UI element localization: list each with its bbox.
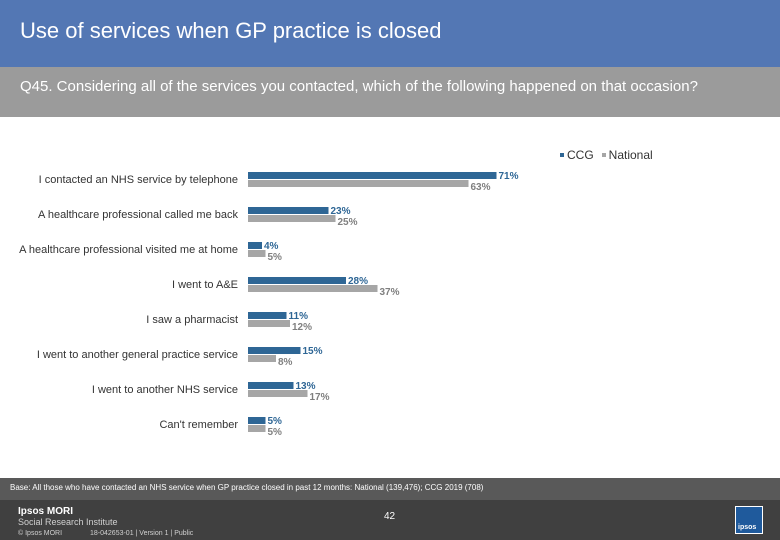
legend-label-national: National (608, 148, 653, 162)
data-label-national: 37% (380, 287, 400, 298)
footer-logo-name: Ipsos MORI (18, 506, 74, 517)
data-label-national: 25% (338, 217, 358, 228)
base-note-bar: Base: All those who have contacted an NH… (0, 478, 780, 500)
data-label-ccg: 15% (303, 346, 323, 357)
bar-ccg (248, 382, 294, 389)
bar-national (248, 390, 308, 397)
bar-national (248, 215, 336, 222)
data-label-ccg: 5% (268, 416, 283, 427)
chart-legend: CCG National (560, 148, 653, 162)
bar-national (248, 320, 290, 327)
ipsos-logo: ipsos (735, 506, 763, 534)
footer-copyright: © Ipsos MORI (18, 530, 63, 537)
data-label-national: 17% (310, 392, 330, 403)
legend-swatch-ccg (560, 153, 564, 157)
data-label-ccg: 13% (296, 381, 316, 392)
legend-item-national: National (601, 148, 653, 162)
question-text: Q45. Considering all of the services you… (20, 78, 698, 95)
category-label: A healthcare professional called me back (38, 209, 238, 221)
ipsos-logo-text: ipsos (738, 524, 757, 531)
data-label-national: 63% (471, 182, 491, 193)
category-label: I went to another general practice servi… (37, 349, 238, 361)
bar-ccg (248, 172, 497, 179)
page-title: Use of services when GP practice is clos… (20, 18, 442, 43)
bar-ccg (248, 417, 266, 424)
data-label-ccg: 71% (499, 171, 519, 182)
data-label-ccg: 28% (348, 276, 368, 287)
legend-item-ccg: CCG (560, 148, 594, 162)
bar-ccg (248, 242, 262, 249)
title-bar: Use of services when GP practice is clos… (0, 0, 780, 67)
footer-logo-subtitle: Social Research Institute (18, 517, 118, 527)
data-label-national: 8% (278, 357, 293, 368)
data-label-national: 5% (268, 427, 283, 438)
bar-national (248, 355, 276, 362)
page-number: 42 (384, 511, 396, 522)
footer-job-number: 18-042653-01 | Version 1 | Public (90, 530, 194, 537)
category-label: A healthcare professional visited me at … (19, 244, 238, 256)
data-label-ccg: 11% (289, 311, 309, 322)
category-label: I went to another NHS service (92, 384, 238, 396)
data-label-ccg: 4% (264, 241, 279, 252)
bar-ccg (248, 207, 329, 214)
bar-national (248, 250, 266, 257)
legend-label-ccg: CCG (567, 148, 594, 162)
data-label-national: 12% (292, 322, 312, 333)
base-note: Base: All those who have contacted an NH… (10, 483, 484, 492)
bar-national (248, 180, 469, 187)
legend-swatch-national (601, 153, 606, 157)
category-label: I saw a pharmacist (146, 314, 238, 326)
category-label: I contacted an NHS service by telephone (39, 174, 238, 186)
bar-ccg (248, 277, 346, 284)
data-label-national: 5% (268, 252, 283, 263)
bar-chart: I contacted an NHS service by telephone 7… (19, 171, 519, 438)
bar-national (248, 285, 378, 292)
footer: Ipsos MORI Social Research Institute © I… (0, 500, 780, 540)
bar-national (248, 425, 266, 432)
category-label: Can't remember (159, 419, 238, 431)
data-label-ccg: 23% (331, 206, 351, 217)
question-bar: Q45. Considering all of the services you… (0, 67, 780, 117)
bar-ccg (248, 347, 301, 354)
category-label: I went to A&E (172, 279, 238, 291)
bar-ccg (248, 312, 287, 319)
